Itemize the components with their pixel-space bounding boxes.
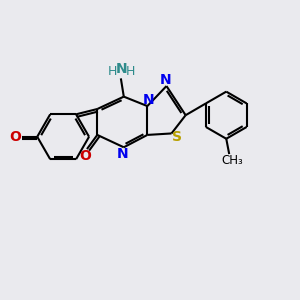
Text: S: S: [172, 130, 182, 144]
Text: N: N: [160, 73, 172, 87]
Text: CH₃: CH₃: [221, 154, 243, 167]
Text: O: O: [80, 148, 92, 163]
Text: N: N: [143, 93, 154, 106]
Text: H: H: [126, 65, 136, 78]
Text: H: H: [107, 65, 117, 78]
Text: O: O: [10, 130, 21, 144]
Text: N: N: [116, 62, 127, 76]
Text: N: N: [117, 147, 128, 161]
